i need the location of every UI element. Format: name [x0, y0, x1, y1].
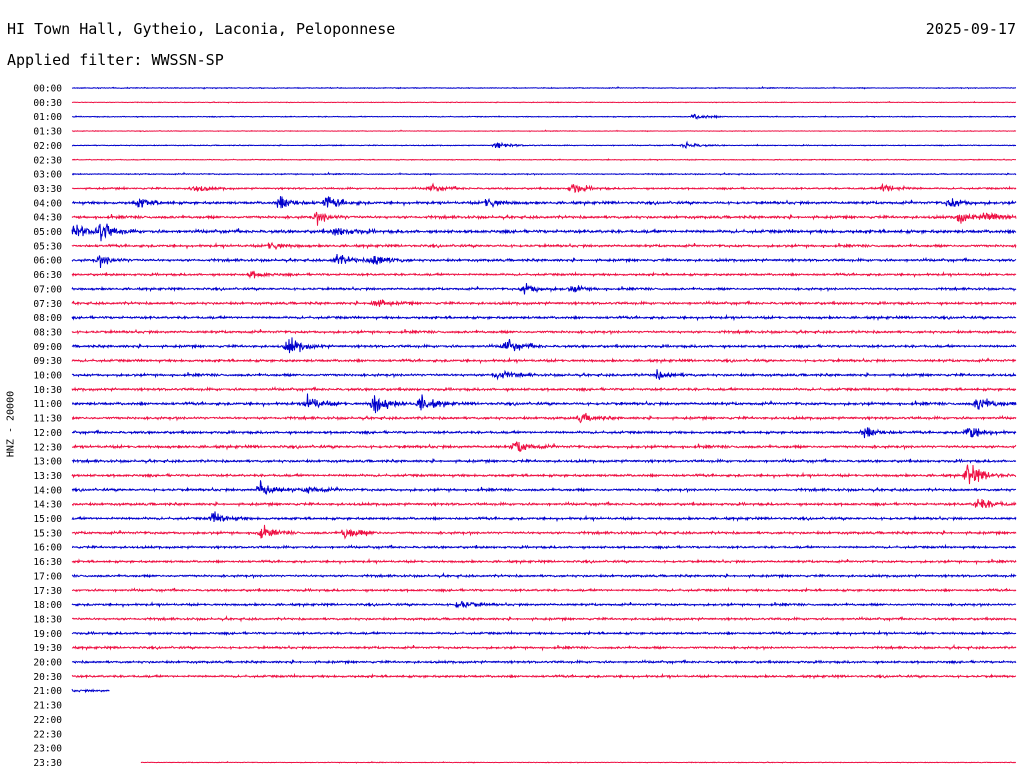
row-time-label: 10:30	[33, 385, 62, 396]
station-title: HI Town Hall, Gytheio, Laconia, Peloponn…	[7, 20, 396, 38]
row-time-label: 14:00	[33, 485, 62, 496]
trace-row	[71, 386, 1017, 393]
row-time-label: 02:30	[33, 155, 62, 166]
row-time-label: 19:30	[33, 643, 62, 654]
row-time-label: 08:30	[33, 327, 62, 338]
trace-row	[71, 688, 110, 694]
row-time-label: 21:00	[33, 686, 62, 697]
trace-row	[71, 113, 1017, 120]
row-time-label: 23:00	[33, 744, 62, 755]
date-label: 2025-09-17	[925, 20, 1016, 38]
trace-row	[71, 211, 1017, 226]
row-time-label: 05:00	[33, 227, 62, 238]
row-time-label: 03:00	[33, 170, 62, 181]
row-time-label: 04:00	[33, 198, 62, 209]
trace-row	[71, 356, 1017, 365]
trace-row	[71, 171, 1017, 177]
trace-row	[71, 129, 1017, 133]
trace-row	[71, 441, 1017, 453]
trace-row	[71, 643, 1017, 652]
trace-row	[71, 543, 1017, 551]
row-time-label: 11:00	[33, 399, 62, 410]
row-time-label: 05:30	[33, 241, 62, 252]
trace-row	[71, 328, 1017, 336]
row-time-label: 04:30	[33, 213, 62, 224]
row-time-label: 16:30	[33, 557, 62, 568]
trace-row	[71, 196, 1017, 209]
row-time-label: 07:30	[33, 299, 62, 310]
row-time-label: 00:00	[33, 84, 62, 95]
trace-row	[71, 511, 1017, 523]
trace-row	[71, 480, 1017, 496]
row-time-label: 12:00	[33, 428, 62, 439]
trace-row	[71, 369, 1017, 381]
trace-row	[71, 85, 1017, 90]
trace-row	[71, 571, 1017, 580]
row-time-label: 18:00	[33, 600, 62, 611]
trace-row	[71, 223, 1017, 242]
trace-row	[71, 270, 1017, 279]
trace-row	[71, 337, 1017, 354]
row-time-label: 13:30	[33, 471, 62, 482]
row-time-label: 16:00	[33, 543, 62, 554]
row-time-label: 21:30	[33, 701, 62, 712]
row-time-label: 06:30	[33, 270, 62, 281]
row-time-label: 09:00	[33, 342, 62, 353]
trace-row	[71, 457, 1017, 465]
trace-row	[71, 672, 1017, 680]
trace-row	[71, 393, 1017, 414]
row-time-label: 13:00	[33, 457, 62, 468]
trace-row	[71, 253, 1017, 268]
time-tick-labels: 00:00 00:30 01:00 01:30 02:00 02:30 03:00 03:30…	[33, 84, 62, 769]
trace-row	[71, 615, 1017, 623]
row-time-label: 11:30	[33, 414, 62, 425]
trace-row	[71, 658, 1017, 666]
trace-row	[71, 464, 1017, 485]
trace-row	[71, 283, 1017, 295]
row-time-label: 03:30	[33, 184, 62, 195]
row-time-label: 20:00	[33, 658, 62, 669]
row-time-label: 06:00	[33, 256, 62, 267]
trace-row	[71, 182, 1017, 193]
seismic-traces	[71, 85, 1017, 764]
row-time-label: 23:30	[33, 758, 62, 769]
trace-row	[71, 558, 1017, 566]
trace-row	[71, 140, 1017, 149]
row-time-label: 01:30	[33, 127, 62, 138]
row-time-label: 17:30	[33, 586, 62, 597]
row-time-label: 18:30	[33, 614, 62, 625]
trace-row	[71, 158, 1017, 162]
trace-row	[71, 600, 1017, 609]
row-time-label: 20:30	[33, 672, 62, 683]
row-time-label: 22:30	[33, 729, 62, 740]
trace-row	[71, 412, 1017, 424]
row-time-label: 14:30	[33, 500, 62, 511]
row-time-label: 22:00	[33, 715, 62, 726]
trace-row	[71, 427, 1017, 439]
row-time-label: 08:00	[33, 313, 62, 324]
trace-row	[140, 760, 1017, 764]
trace-row	[71, 498, 1017, 509]
trace-row	[71, 241, 1017, 251]
row-time-label: 19:00	[33, 629, 62, 640]
row-time-label: 01:00	[33, 112, 62, 123]
trace-row	[71, 100, 1017, 104]
row-time-label: 09:30	[33, 356, 62, 367]
row-time-label: 12:30	[33, 442, 62, 453]
row-time-label: 15:30	[33, 528, 62, 539]
row-time-label: 10:00	[33, 371, 62, 382]
row-time-label: 15:00	[33, 514, 62, 525]
filter-label: Applied filter: WWSSN-SP	[7, 51, 224, 69]
row-time-label: 02:00	[33, 141, 62, 152]
trace-row	[71, 629, 1017, 637]
trace-row	[71, 299, 1017, 308]
trace-row	[71, 313, 1017, 322]
row-time-label: 00:30	[33, 98, 62, 109]
row-time-label: 17:00	[33, 571, 62, 582]
row-time-label: 07:00	[33, 284, 62, 295]
trace-row	[71, 586, 1017, 594]
trace-row	[71, 524, 1017, 540]
